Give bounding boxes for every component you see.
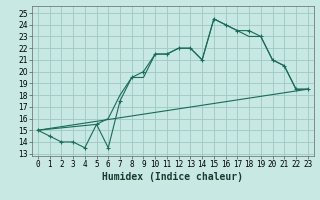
X-axis label: Humidex (Indice chaleur): Humidex (Indice chaleur) xyxy=(102,172,243,182)
